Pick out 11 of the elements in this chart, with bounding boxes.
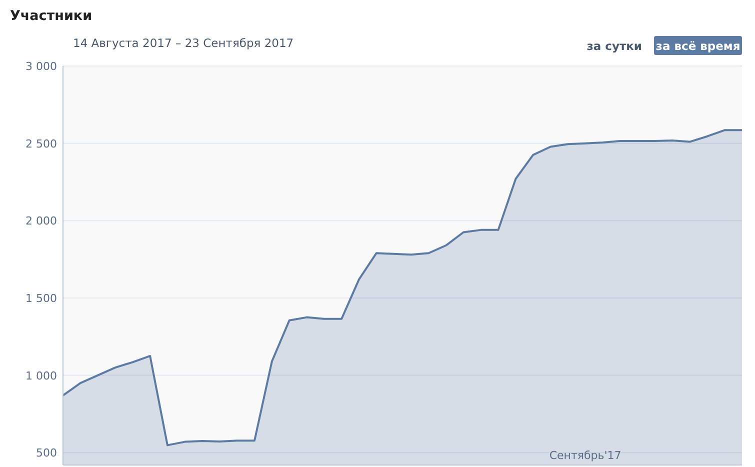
y-tick-label: 2 500 [26, 137, 57, 150]
chart-subtitle: 14 Августа 2017 – 23 Сентября 2017 [73, 36, 294, 50]
y-tick-label: 500 [36, 446, 57, 460]
text: за всё время [656, 39, 740, 53]
y-tick-label: 1 000 [26, 369, 57, 382]
y-tick-label: 2 000 [26, 214, 57, 228]
y-tick-label: 1 500 [26, 292, 57, 305]
y-tick-label: 3 000 [26, 60, 57, 73]
text: за сутки [586, 39, 642, 53]
x-tick-label: Сентябрь'17 [549, 449, 622, 462]
chart-title: Участники [10, 8, 92, 24]
